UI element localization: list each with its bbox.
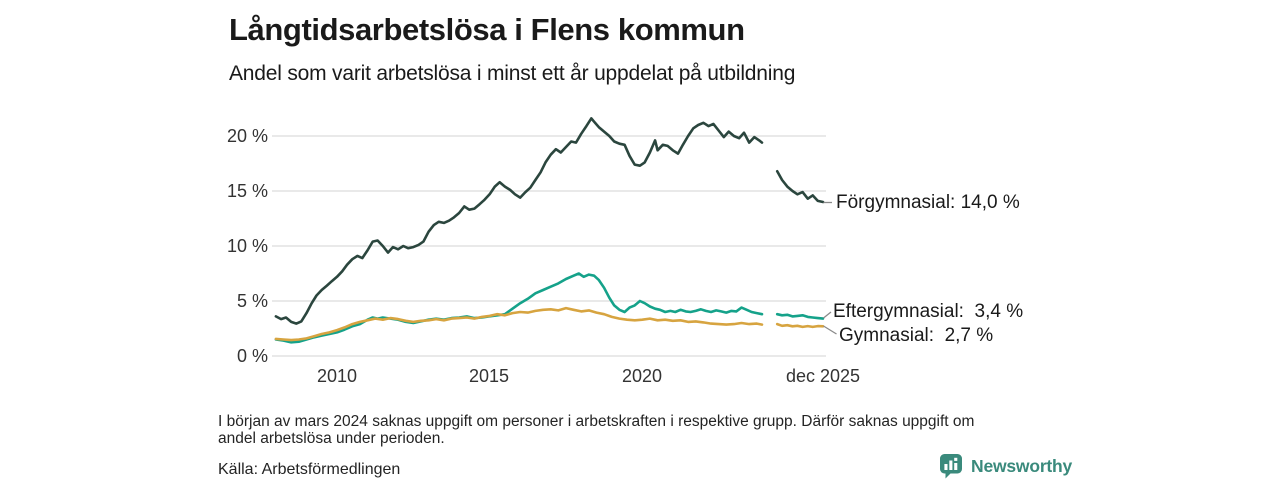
source-credit: Källa: Arbetsförmedlingen — [218, 461, 401, 478]
series-line-eftergymnasial-seg1 — [775, 312, 825, 320]
series-end-label-eftergymnasial: Eftergymnasial: 3,4 % — [833, 301, 1024, 322]
y-tick-label-5: 5 % — [236, 291, 268, 311]
newsworthy-branding: Newsworthy — [939, 453, 1072, 479]
connector-gymnasial — [823, 325, 837, 335]
newsworthy-logo-text: Newsworthy — [971, 455, 1073, 476]
x-tick-label-2015: 2015 — [468, 366, 510, 386]
x-tick-label-2020: 2020 — [621, 366, 663, 386]
y-tick-label-0: 0 % — [236, 346, 268, 366]
x-tick-label-2010: 2010 — [316, 366, 358, 386]
newsworthy-logo-icon — [940, 454, 962, 479]
series-line-forgymnasial-seg0 — [274, 117, 764, 325]
series-line-eftergymnasial-seg0 — [274, 272, 764, 344]
connector-eftergymnasial — [823, 311, 832, 319]
y-tick-label-20: 20 % — [226, 126, 268, 146]
x-tick-label-dec-2025: dec 2025 — [785, 366, 861, 386]
footnote-line-2: andel arbetslösa under perioden. — [218, 429, 445, 447]
series-end-label-forgymnasial: Förgymnasial: 14,0 % — [836, 192, 1020, 213]
data-gap-footnote: I början av mars 2024 saknas uppgift om … — [218, 413, 1078, 447]
series-line-forgymnasial-seg1 — [775, 169, 825, 204]
series-line-gymnasial-seg0 — [274, 306, 764, 342]
y-tick-label-10: 10 % — [226, 236, 268, 256]
page-subtitle: Andel som varit arbetslösa i minst ett å… — [229, 62, 796, 85]
series-line-gymnasial-seg1 — [775, 322, 825, 329]
page-title: Långtidsarbetslösa i Flens kommun — [229, 12, 745, 47]
footnote-line-1: I början av mars 2024 saknas uppgift om … — [218, 413, 975, 430]
series-end-label-gymnasial: Gymnasial: 2,7 % — [839, 325, 994, 346]
y-tick-label-15: 15 % — [226, 181, 268, 201]
